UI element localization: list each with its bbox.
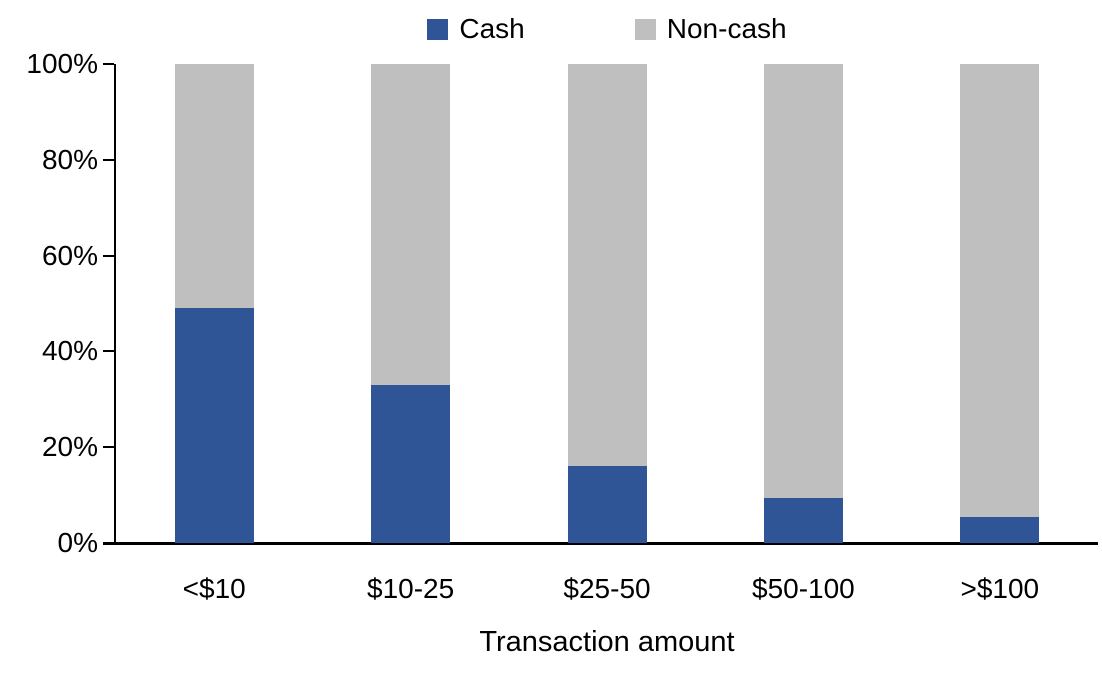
bar-segment-cash-1 [371,384,451,543]
x-axis-category-label: <$10 [182,573,246,604]
y-axis-tick [103,158,114,161]
y-axis-tick-label: 20% [41,431,98,463]
x-axis-category-label: >$100 [960,573,1040,604]
bar-segment-cash-3 [763,497,843,543]
plot-area: 0% 20% 40% 60% 80% 100% <$10 $10-25 $25-50 $50-10… [26,49,1098,604]
legend-item-cash: Cash [427,13,525,45]
bar-segment-cash-0 [174,308,254,543]
y-axis-tick-label: 40% [41,335,98,367]
legend-marker-icon [427,18,449,40]
x-axis-category-label: $50-100 [752,573,855,604]
bar-segment-non-cash-4 [960,64,1040,517]
bar-segment-non-cash-3 [763,64,843,498]
legend-label: Non-cash [666,13,787,44]
y-axis-line [114,64,116,545]
y-axis-tick [103,63,114,65]
chart-legend: Cash Non-cash [116,12,1098,46]
legend-marker-icon [634,18,656,40]
bar-segment-cash-4 [960,516,1040,543]
y-axis-tick-label: 80% [41,143,98,175]
y-axis-tick [103,446,114,449]
x-axis-category-label: $25-50 [563,573,651,604]
y-axis-tick [103,542,114,544]
x-axis-title: Transaction amount [479,626,735,658]
y-axis-tick-label: 100% [26,48,98,79]
legend-label: Cash [459,13,525,44]
x-axis-category-label: $10-25 [367,573,455,604]
bar-segment-non-cash-0 [174,64,254,309]
y-axis-tick [103,350,114,353]
y-axis-tick-label: 0% [57,527,98,558]
x-axis-line [103,542,1098,545]
bar-segment-non-cash-2 [567,64,647,467]
bar-segment-cash-2 [567,466,647,543]
legend-item-non-cash: Non-cash [634,13,787,45]
bar-segment-non-cash-1 [371,64,451,385]
y-axis-tick-label: 60% [41,239,98,271]
y-axis-tick [103,254,114,257]
